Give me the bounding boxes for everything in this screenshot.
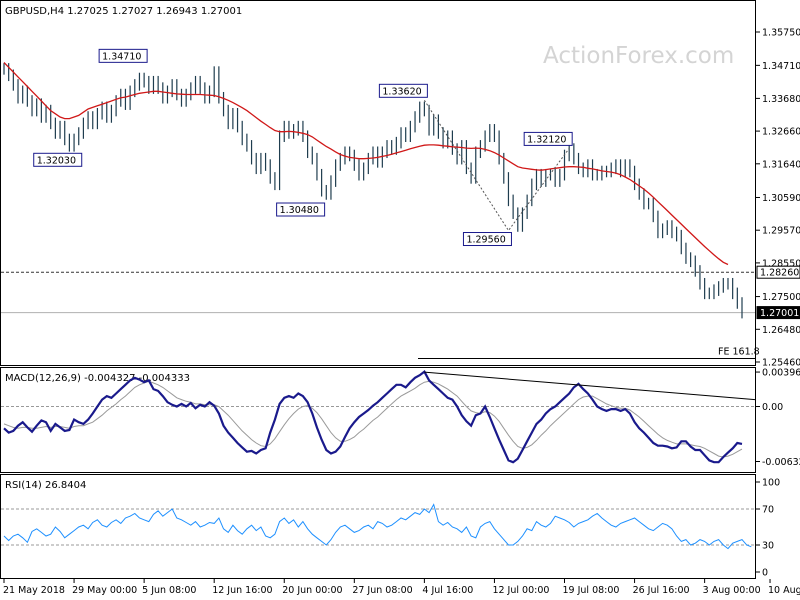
x-tick-label: 26 Jul 16:00 <box>633 585 690 596</box>
rsi-series-layer <box>1 503 755 550</box>
x-tick-label: 4 Jul 16:00 <box>422 585 473 596</box>
swing-labels: 1.34710 1.32030 1.33620 1.30480 1.32120 1.295… <box>33 48 573 247</box>
macd-trendline <box>424 371 756 401</box>
current-price-label: 1.27001 <box>760 308 799 319</box>
y-tick-label: 0 <box>762 568 768 579</box>
swing-label: 1.30480 <box>276 202 326 217</box>
macd-panel-frame <box>0 367 756 473</box>
swing-label-box <box>33 152 83 167</box>
swing-label-box <box>98 48 148 63</box>
time-axis: 21 May 2018 29 May 00:00 5 Jun 08:00 12 Jun… <box>3 579 800 596</box>
y-tick-label: -0.006324 <box>762 457 800 468</box>
y-tick-label: 1.31640 <box>762 159 800 170</box>
x-tick-label: 12 Jul 00:00 <box>492 585 549 596</box>
macd-y-axis: 0.003964 0.00 -0.006324 <box>756 368 800 468</box>
swing-label: 1.32120 <box>523 131 573 146</box>
x-tick-label: 10 Aug 08:00 <box>768 585 800 596</box>
macd-signal-line <box>3 380 743 458</box>
macd-panel: MACD(12,26,9) -0.004327 -0.004333 0.0039… <box>0 367 800 473</box>
y-tick-label: 1.25460 <box>762 358 800 369</box>
level-tag-box <box>756 265 800 279</box>
moving-average-line <box>3 62 729 266</box>
price-y-axis: 1.35750 1.34710 1.33680 1.32660 1.31640 1.305… <box>756 28 800 369</box>
rsi-panel-title: RSI(14) 26.8404 <box>5 480 86 491</box>
y-tick-label: 1.33680 <box>762 94 800 105</box>
x-tick-label: 29 May 00:00 <box>72 585 137 596</box>
x-tick-label: 20 Jun 00:00 <box>282 585 342 596</box>
price-series-layer <box>3 62 743 319</box>
swing-label-text: 1.34710 <box>102 51 141 62</box>
macd-panel-title: MACD(12,26,9) -0.004327 -0.004333 <box>5 373 190 384</box>
current-price-box <box>756 306 800 320</box>
y-tick-label: 100 <box>762 478 780 489</box>
x-tick-label: 27 Jun 08:00 <box>352 585 412 596</box>
y-tick-label: 1.26480 <box>762 325 800 336</box>
y-tick-label: 0.003964 <box>762 368 800 379</box>
swing-label-text: 1.32030 <box>37 155 76 166</box>
swing-label-text: 1.29560 <box>466 235 505 246</box>
y-tick-label: 1.28550 <box>762 258 800 269</box>
swing-label-box <box>276 202 326 217</box>
price-panel: ActionForex.com GBPUSD,H4 1.27025 1.2702… <box>0 0 800 369</box>
swing-label-box <box>378 83 428 98</box>
swing-label-box <box>523 131 573 146</box>
swing-label-text: 1.33620 <box>382 86 421 97</box>
swing-label: 1.34710 <box>98 48 148 63</box>
current-price-tag: 1.27001 <box>756 306 800 320</box>
x-tick-label: 19 Jul 08:00 <box>563 585 620 596</box>
level-tag-label: 1.28260 <box>760 268 799 279</box>
macd-line <box>3 370 743 464</box>
price-panel-title: GBPUSD,H4 1.27025 1.27027 1.26943 1.2700… <box>5 6 242 17</box>
y-tick-label: 0.00 <box>762 402 783 413</box>
y-tick-label: 1.32660 <box>762 127 800 138</box>
x-tick-label: 21 May 2018 <box>3 585 65 596</box>
y-tick-label: 1.29570 <box>762 226 800 237</box>
rsi-line <box>3 503 752 550</box>
swing-label: 1.32030 <box>33 152 83 167</box>
price-horizontal-lines: 1.28260 1.27001 FE 161.8 <box>1 265 800 360</box>
y-tick-label: 1.27500 <box>762 292 800 303</box>
level-price-tag: 1.28260 <box>756 265 800 279</box>
swing-label-box <box>462 232 512 247</box>
x-tick-label: 12 Jun 16:00 <box>212 585 272 596</box>
swing-label: 1.33620 <box>378 83 428 98</box>
y-tick-label: 1.35750 <box>762 28 800 39</box>
swing-label-text: 1.30480 <box>280 205 319 216</box>
rsi-panel: RSI(14) 26.8404 100 70 30 0 <box>0 474 780 579</box>
y-tick-label: 70 <box>762 505 774 516</box>
x-tick-label: 3 Aug 00:00 <box>703 585 761 596</box>
swing-label-text: 1.32120 <box>527 134 566 145</box>
fe-projection-label: FE 161.8 <box>718 347 760 358</box>
watermark: ActionForex.com <box>543 43 734 69</box>
rsi-y-axis: 100 70 30 0 <box>756 478 780 579</box>
x-tick-label: 5 Jun 08:00 <box>142 585 196 596</box>
swing-label: 1.29560 <box>462 232 512 247</box>
y-tick-label: 30 <box>762 541 774 552</box>
y-tick-label: 1.34710 <box>762 61 800 72</box>
rsi-panel-frame <box>0 474 756 579</box>
macd-series-layer <box>1 370 756 464</box>
price-panel-frame <box>0 0 756 366</box>
y-tick-label: 1.30590 <box>762 193 800 204</box>
